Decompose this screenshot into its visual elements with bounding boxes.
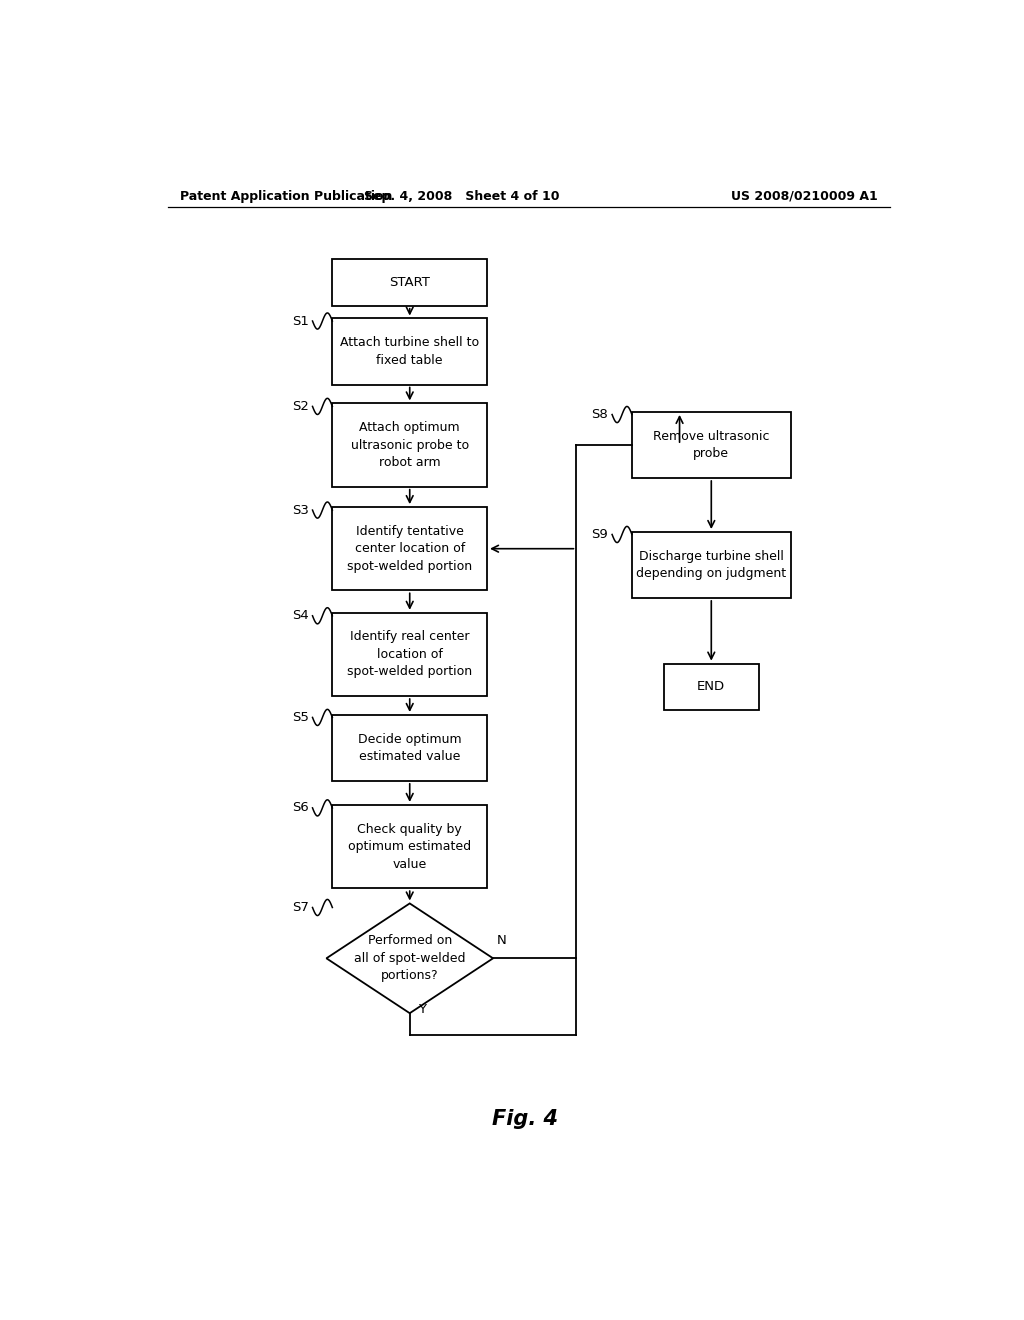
Text: Y: Y <box>418 1003 426 1015</box>
FancyBboxPatch shape <box>333 612 487 696</box>
Text: S5: S5 <box>292 711 308 723</box>
FancyBboxPatch shape <box>632 412 791 478</box>
Text: Identify real center
location of
spot-welded portion: Identify real center location of spot-we… <box>347 631 472 678</box>
FancyBboxPatch shape <box>333 404 487 487</box>
Text: S9: S9 <box>592 528 608 541</box>
FancyBboxPatch shape <box>333 507 487 590</box>
Text: Remove ultrasonic
probe: Remove ultrasonic probe <box>653 430 770 461</box>
Text: START: START <box>389 276 430 289</box>
Text: Sep. 4, 2008   Sheet 4 of 10: Sep. 4, 2008 Sheet 4 of 10 <box>364 190 559 202</box>
Polygon shape <box>327 903 494 1014</box>
Text: Attach turbine shell to
fixed table: Attach turbine shell to fixed table <box>340 337 479 367</box>
FancyBboxPatch shape <box>333 805 487 888</box>
FancyBboxPatch shape <box>664 664 759 710</box>
Text: S8: S8 <box>592 408 608 421</box>
FancyBboxPatch shape <box>333 259 487 306</box>
FancyBboxPatch shape <box>333 715 487 781</box>
Text: S3: S3 <box>292 503 308 516</box>
Text: END: END <box>697 680 725 693</box>
Text: S2: S2 <box>292 400 308 413</box>
Text: Attach optimum
ultrasonic probe to
robot arm: Attach optimum ultrasonic probe to robot… <box>350 421 469 469</box>
Text: US 2008/0210009 A1: US 2008/0210009 A1 <box>731 190 878 202</box>
Text: Fig. 4: Fig. 4 <box>492 1109 558 1129</box>
Text: S1: S1 <box>292 314 308 327</box>
Text: Identify tentative
center location of
spot-welded portion: Identify tentative center location of sp… <box>347 524 472 573</box>
FancyBboxPatch shape <box>333 318 487 384</box>
Text: Check quality by
optimum estimated
value: Check quality by optimum estimated value <box>348 822 471 870</box>
Text: S4: S4 <box>292 610 308 622</box>
FancyBboxPatch shape <box>632 532 791 598</box>
Text: Patent Application Publication: Patent Application Publication <box>179 190 392 202</box>
Text: S7: S7 <box>292 902 308 913</box>
Text: S6: S6 <box>292 801 308 814</box>
Text: Decide optimum
estimated value: Decide optimum estimated value <box>358 733 462 763</box>
Text: Performed on
all of spot-welded
portions?: Performed on all of spot-welded portions… <box>354 935 466 982</box>
Text: N: N <box>497 933 507 946</box>
Text: Discharge turbine shell
depending on judgment: Discharge turbine shell depending on jud… <box>636 549 786 581</box>
